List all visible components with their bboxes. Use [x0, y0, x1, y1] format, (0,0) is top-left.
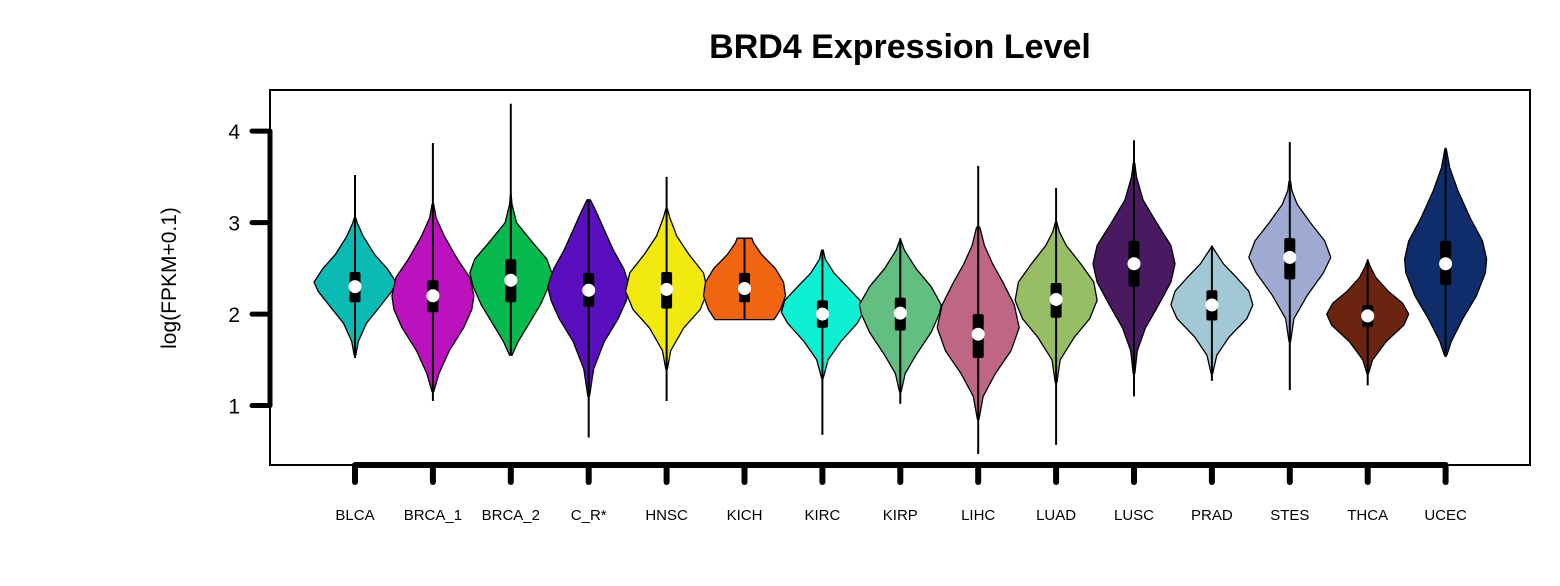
violin-lusc: [1092, 140, 1176, 397]
x-tick-label: KICH: [727, 507, 763, 524]
violin-ucec: [1403, 147, 1488, 358]
median-point: [1205, 298, 1219, 312]
x-tick-label: STES: [1270, 507, 1309, 524]
median-point: [660, 282, 674, 296]
y-tick-label: 2: [228, 304, 240, 327]
x-tick-label: BLCA: [335, 507, 374, 524]
violin-hnsc: [624, 176, 709, 401]
x-tick-label: LIHC: [961, 507, 995, 524]
x-tick-label: BRCA_2: [482, 507, 540, 524]
median-point: [1127, 257, 1141, 271]
x-axis: BLCA BRCA_1 BRCA_2 C_R* HNSC KICH KIRC KIRP LIHC…: [335, 462, 1467, 524]
x-tick-label: HNSC: [645, 507, 688, 524]
median-point: [971, 327, 985, 341]
y-tick-label: 1: [228, 396, 240, 419]
violin-prad: [1170, 245, 1254, 381]
violin-c-r-: [547, 199, 631, 438]
violin-kich: [702, 237, 787, 321]
median-point: [1439, 257, 1453, 271]
y-axis: 1 2 3 4: [228, 121, 273, 419]
median-point: [348, 280, 362, 294]
median-point: [426, 289, 440, 303]
x-tick-label: C_R*: [571, 507, 607, 524]
violin-luad: [1014, 187, 1098, 445]
median-point: [1283, 250, 1297, 264]
x-tick-label: KIRP: [883, 507, 918, 524]
violin-stes: [1248, 142, 1332, 390]
violin-kirp: [858, 238, 942, 404]
x-tick-label: LUAD: [1036, 507, 1076, 524]
median-point: [1049, 292, 1063, 306]
x-tick-label: LUSC: [1114, 507, 1154, 524]
violin-blca: [313, 175, 397, 358]
median-point: [582, 283, 596, 297]
violin-brca-1: [391, 143, 475, 401]
median-point: [893, 306, 907, 320]
median-point: [504, 273, 518, 287]
x-tick-label: BRCA_1: [404, 507, 462, 524]
y-tick-label: 3: [228, 213, 240, 236]
x-tick-label: THCA: [1347, 507, 1388, 524]
x-tick-label: PRAD: [1191, 507, 1233, 524]
violin-series: [313, 103, 1488, 455]
median-point: [815, 307, 829, 321]
y-axis-label: log(FPKM+0.1): [158, 207, 181, 349]
violin-thca: [1326, 259, 1410, 386]
x-tick-label: UCEC: [1424, 507, 1467, 524]
chart-title: BRD4 Expression Level: [709, 28, 1091, 66]
median-point: [1361, 309, 1375, 323]
violin-kirc: [780, 249, 865, 435]
median-point: [738, 281, 751, 295]
violin-brca-2: [469, 103, 553, 356]
x-tick-label: KIRC: [804, 507, 840, 524]
y-tick-label: 4: [228, 121, 240, 144]
violin-lihc: [936, 165, 1020, 455]
